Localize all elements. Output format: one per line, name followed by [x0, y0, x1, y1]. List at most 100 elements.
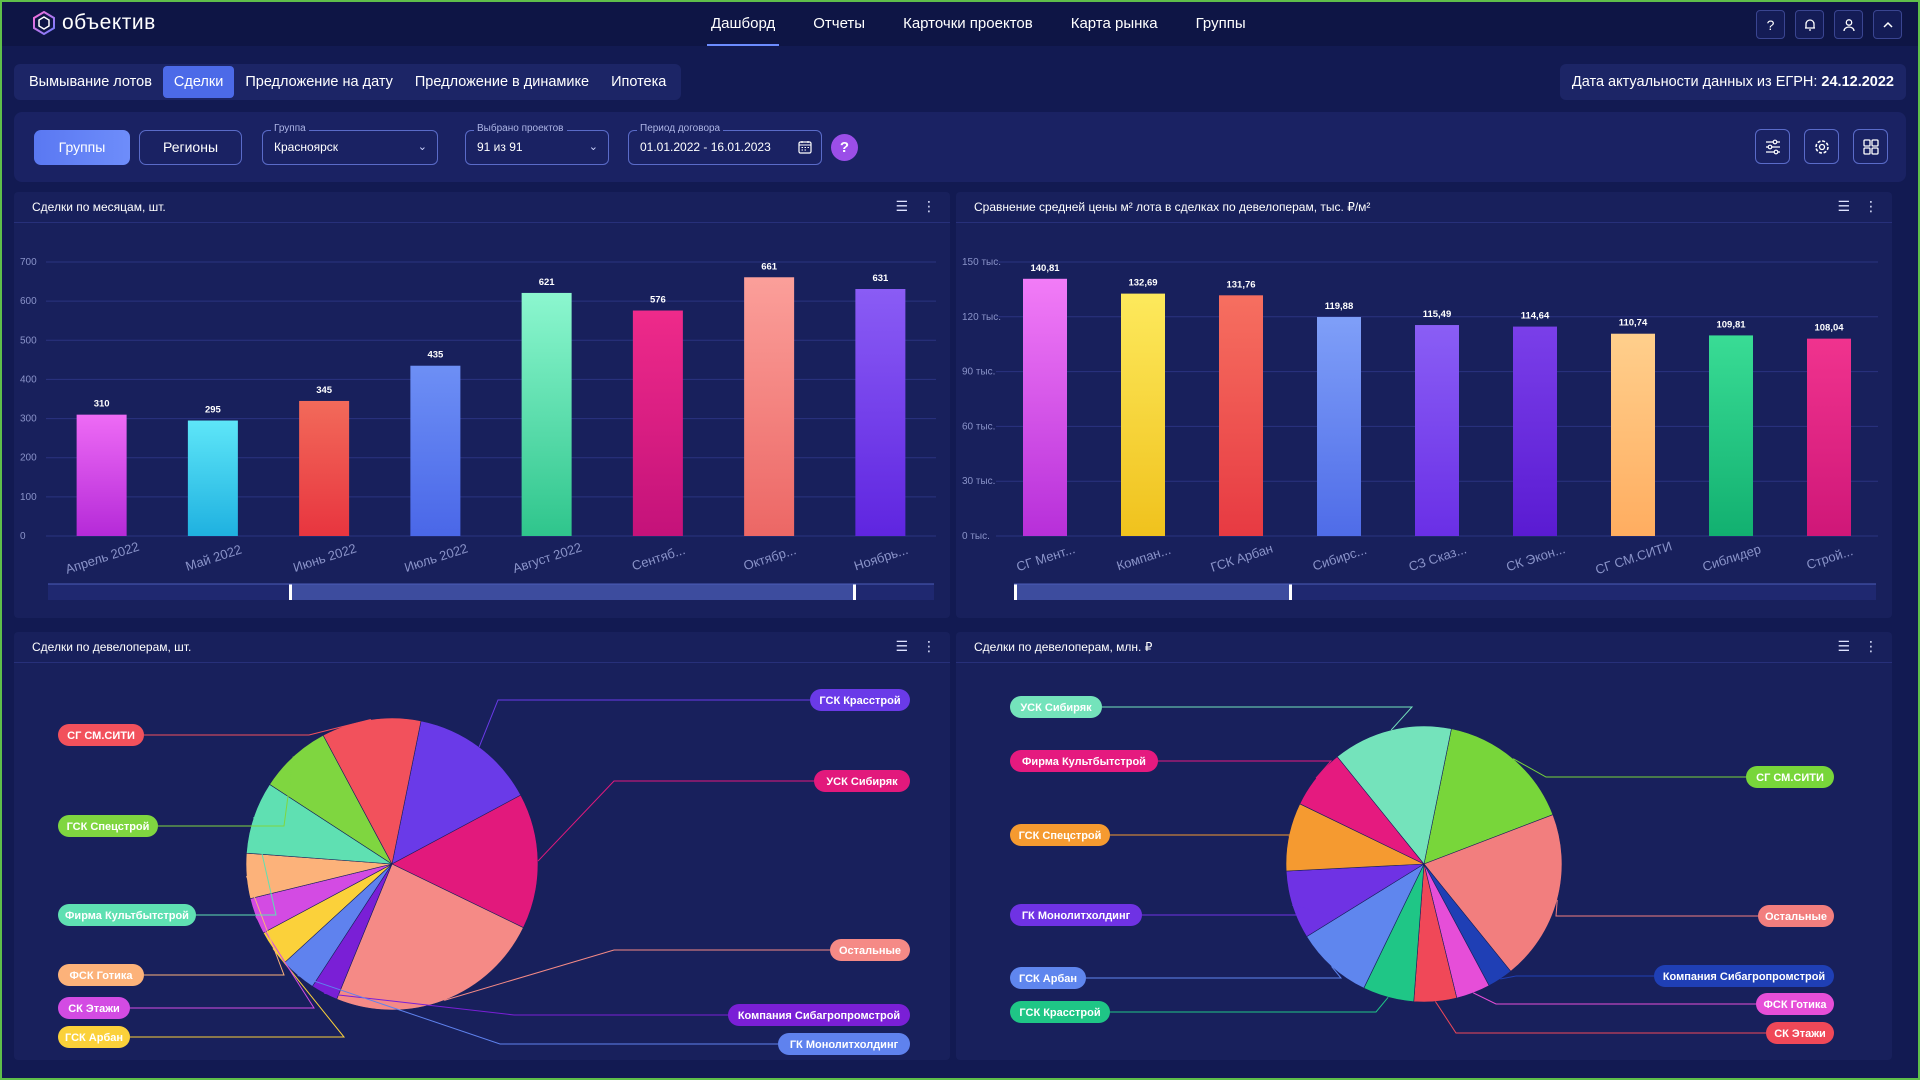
bar[interactable] — [1709, 335, 1753, 536]
x-tick-label: СК Экон... — [1504, 541, 1567, 574]
bar[interactable] — [1513, 326, 1557, 536]
leader-line — [297, 974, 778, 1045]
bar[interactable] — [1317, 317, 1361, 536]
bar[interactable] — [1611, 333, 1655, 536]
pie-label: СГ СМ.СИТИ — [67, 730, 135, 742]
chevron-up-icon[interactable] — [1873, 10, 1902, 39]
bar-value-label: 115,49 — [1423, 309, 1452, 320]
bar[interactable] — [299, 400, 350, 536]
hamburger-icon[interactable]: ☰ — [1837, 638, 1850, 654]
x-tick-label: Компан... — [1115, 542, 1173, 574]
hamburger-icon[interactable]: ☰ — [1837, 198, 1850, 214]
pie-label: ГСК Спецстрой — [1019, 830, 1102, 842]
zoom-selection[interactable] — [291, 584, 854, 600]
regions-button[interactable]: Регионы — [139, 130, 242, 165]
hamburger-icon[interactable]: ☰ — [895, 638, 908, 654]
x-tick-label: Июнь 2022 — [291, 540, 358, 575]
tab-lots-washout[interactable]: Вымывание лотов — [29, 74, 152, 90]
pie-chart-deals-count: ГСК Красстрой УСК Сибиряк Остальные Компани… — [14, 662, 950, 1055]
x-tick-label: Строй... — [1805, 543, 1855, 572]
pie-label: СГ СМ.СИТИ — [1756, 772, 1824, 784]
panel-title: Сделки по месяцам, шт. — [32, 200, 166, 214]
pie-label-badge — [1766, 1022, 1834, 1044]
group-select[interactable]: Группа Красноярск ⌄ — [262, 123, 438, 165]
projects-select[interactable]: Выбрано проектов 91 из 91 ⌄ — [465, 123, 609, 165]
bell-icon[interactable] — [1795, 10, 1824, 39]
leader-line — [1434, 1001, 1766, 1034]
bar-value-label: 295 — [205, 405, 222, 416]
egrn-label: Дата актуальности данных из ЕГРН: — [1571, 74, 1818, 90]
bar[interactable] — [1121, 293, 1165, 536]
groups-button[interactable]: Группы — [34, 130, 130, 165]
sliders-icon[interactable] — [1755, 129, 1790, 164]
pie-label-badge — [1010, 696, 1102, 718]
period-picker[interactable]: Период договора 01.01.2022 - 16.01.2023 — [628, 123, 822, 165]
bar[interactable] — [76, 414, 127, 536]
bar[interactable] — [1023, 278, 1067, 536]
pie-slice[interactable] — [1423, 728, 1554, 865]
x-tick-label: Апрель 2022 — [63, 539, 141, 577]
help-button[interactable]: ? — [831, 134, 858, 161]
zoom-handle-right[interactable] — [1289, 584, 1292, 600]
zoom-handle-right[interactable] — [853, 584, 856, 600]
pie-slice[interactable] — [1336, 725, 1452, 865]
panel-avg-price: Сравнение средней цены м² лота в сделках… — [956, 192, 1892, 618]
y-tick-label: 500 — [20, 335, 37, 346]
tab-offer-dynamics[interactable]: Предложение в динамике — [414, 74, 590, 90]
more-vertical-icon[interactable]: ⋮ — [1864, 638, 1878, 654]
more-vertical-icon[interactable]: ⋮ — [1864, 198, 1878, 214]
nav-dashboard[interactable]: Дашборд — [692, 2, 794, 46]
bar[interactable] — [521, 292, 572, 536]
pie-label: Компания Сибагропромстрой — [1663, 971, 1825, 983]
user-icon[interactable] — [1834, 10, 1863, 39]
more-vertical-icon[interactable]: ⋮ — [922, 198, 936, 214]
y-tick-label: 400 — [20, 374, 37, 385]
nav-groups[interactable]: Группы — [1195, 15, 1246, 32]
egrn-date: Дата актуальности данных из ЕГРН: 24.12.… — [1559, 64, 1906, 100]
logo-text: объектив — [62, 11, 156, 34]
pie-chart-deals-money: СГ СМ.СИТИ Остальные Компания Сибагропромс… — [956, 662, 1892, 1044]
pie-slice[interactable] — [391, 720, 522, 865]
bar[interactable] — [855, 289, 906, 536]
help-icon[interactable]: ? — [1756, 10, 1785, 39]
x-tick-label: СГ Мент... — [1014, 541, 1076, 574]
gear-icon[interactable] — [1804, 129, 1839, 164]
zoom-handle-left[interactable] — [1014, 584, 1017, 600]
bar-value-label: 114,64 — [1521, 311, 1550, 322]
grid-layout-icon[interactable] — [1853, 129, 1888, 164]
bar-value-label: 131,76 — [1226, 279, 1255, 290]
bar[interactable] — [1807, 338, 1851, 536]
y-tick-label: 120 тыс. — [962, 312, 1001, 323]
more-vertical-icon[interactable]: ⋮ — [922, 638, 936, 654]
bar[interactable] — [1415, 325, 1459, 536]
tab-offer-on-date[interactable]: Предложение на дату — [245, 74, 393, 90]
pie-label: Компания Сибагропромстрой — [738, 1010, 900, 1022]
bar[interactable] — [187, 420, 238, 536]
nav-reports[interactable]: Отчеты — [813, 15, 866, 32]
bar[interactable] — [632, 310, 683, 536]
tab-deals[interactable]: Сделки — [162, 66, 235, 98]
bar[interactable] — [410, 365, 461, 536]
logo[interactable]: объектив — [32, 11, 156, 35]
x-tick-label: Май 2022 — [184, 542, 244, 574]
bar-value-label: 345 — [316, 385, 333, 396]
panel-title: Сделки по девелоперам, шт. — [32, 640, 192, 654]
y-tick-label: 90 тыс. — [962, 367, 995, 378]
hamburger-icon[interactable]: ☰ — [895, 198, 908, 214]
bar[interactable] — [1219, 295, 1263, 536]
nav-project-cards[interactable]: Карточки проектов — [903, 15, 1033, 32]
leader-line — [537, 780, 814, 862]
bar-value-label: 110,74 — [1619, 318, 1648, 329]
pie-label: УСК Сибиряк — [1020, 702, 1092, 714]
zoom-selection[interactable] — [1016, 584, 1290, 600]
nav-market-map[interactable]: Карта рынка — [1070, 15, 1158, 32]
leader-line — [158, 756, 294, 827]
x-tick-label: СГ СМ.СИТИ — [1593, 538, 1673, 577]
bar[interactable] — [744, 277, 795, 536]
y-tick-label: 60 тыс. — [962, 421, 995, 432]
pie-label: ГК Монолитхолдинг — [790, 1039, 899, 1051]
zoom-handle-left[interactable] — [289, 584, 292, 600]
tab-mortgage[interactable]: Ипотека — [611, 74, 667, 90]
y-tick-label: 700 — [20, 257, 37, 268]
